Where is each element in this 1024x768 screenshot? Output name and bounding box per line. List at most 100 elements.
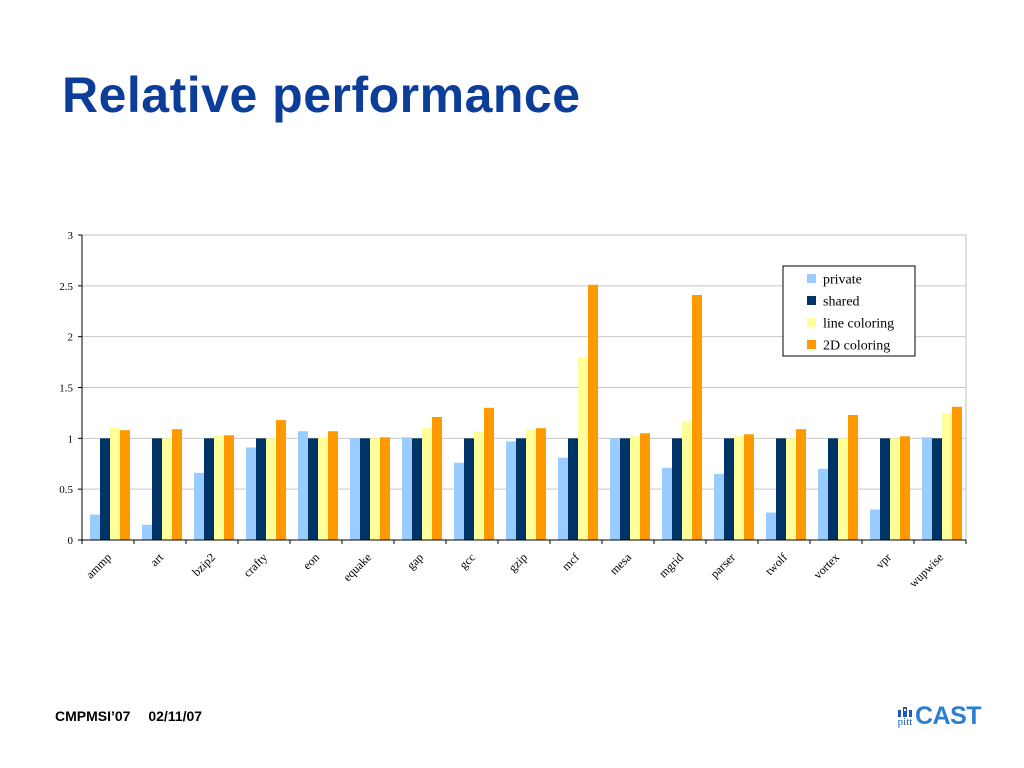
bar-line-coloring-mcf (578, 357, 588, 540)
legend-swatch (807, 340, 816, 349)
y-tick-label: 0 (68, 535, 74, 547)
footer: CMPMSI’07 02/11/07 (55, 708, 216, 724)
bar-2d-coloring-mesa (640, 433, 650, 540)
legend-label: shared (823, 295, 860, 310)
logo-small-text: pitt (897, 716, 913, 728)
bar-2d-coloring-ammp (120, 430, 130, 540)
bar-private-gap (402, 437, 412, 540)
bar-shared-vortex (828, 438, 838, 540)
bar-shared-eon (308, 438, 318, 540)
bar-2d-coloring-twolf (796, 429, 806, 540)
bar-2d-coloring-gzip (536, 428, 546, 540)
bar-line-coloring-crafty (266, 438, 276, 540)
x-tick-label: mcf (559, 550, 582, 573)
bar-2d-coloring-gcc (484, 407, 494, 540)
legend-swatch (807, 318, 816, 327)
bar-shared-mcf (568, 438, 578, 540)
bar-2d-coloring-equake (380, 437, 390, 540)
cathedral-icon (898, 707, 912, 717)
bar-shared-twolf (776, 438, 786, 540)
bar-2d-coloring-art (172, 429, 182, 540)
bar-line-coloring-ammp (110, 427, 120, 540)
footer-date: 02/11/07 (148, 708, 203, 724)
x-tick-label: vortex (811, 550, 843, 582)
bar-private-mcf (558, 457, 568, 540)
y-tick-label: 2 (68, 332, 74, 344)
x-tick-label: twolf (762, 550, 790, 578)
bar-line-coloring-mesa (630, 436, 640, 540)
bar-shared-vpr (880, 438, 890, 540)
bar-shared-crafty (256, 438, 266, 540)
bar-2d-coloring-bzip2 (224, 435, 234, 540)
bar-private-ammp (90, 514, 100, 540)
y-tick-label: 2.5 (59, 281, 73, 293)
legend-box (782, 265, 916, 357)
bars (90, 284, 962, 540)
bar-line-coloring-mgrid (682, 421, 692, 540)
bar-line-coloring-equake (370, 438, 380, 540)
bar-private-parser (714, 473, 724, 540)
y-tick-label: 1 (68, 433, 74, 445)
pittcast-logo: pitt CAST (897, 702, 982, 730)
x-tick-label: gap (404, 550, 426, 572)
bar-shared-wupwise (932, 438, 942, 540)
logo-large-text: CAST (915, 702, 982, 730)
bar-line-coloring-gzip (526, 429, 536, 540)
legend-swatch (807, 296, 816, 305)
x-tick-label: art (147, 550, 166, 569)
x-tick-label: mesa (607, 550, 635, 578)
y-tick-label: 1.5 (59, 383, 73, 395)
bar-line-coloring-parser (734, 436, 744, 540)
bar-shared-gcc (464, 438, 474, 540)
bar-line-coloring-vortex (838, 438, 848, 540)
bar-line-coloring-gap (422, 428, 432, 540)
bar-2d-coloring-gap (432, 416, 442, 540)
x-tick-label: parser (707, 550, 738, 581)
bar-2d-coloring-vortex (848, 414, 858, 540)
x-tick-label: gzip (506, 550, 531, 575)
x-tick-label: bzip2 (189, 550, 218, 579)
bar-2d-coloring-eon (328, 431, 338, 540)
x-tick-label: crafty (240, 550, 270, 580)
bar-shared-art (152, 438, 162, 540)
footer-conference: CMPMSI’07 (55, 708, 131, 724)
legend-label: line coloring (823, 317, 894, 332)
bar-private-gcc (454, 462, 464, 540)
bar-2d-coloring-mcf (588, 284, 598, 540)
bar-line-coloring-twolf (786, 438, 796, 540)
x-tick-label: wupwise (906, 550, 946, 590)
bar-line-coloring-bzip2 (214, 435, 224, 540)
axes (78, 234, 967, 544)
bar-private-vortex (818, 468, 828, 540)
legend: private shared line coloring 2D coloring (782, 265, 916, 357)
bar-private-crafty (246, 447, 256, 540)
bar-private-equake (350, 438, 360, 540)
bar-shared-ammp (100, 438, 110, 540)
bar-shared-parser (724, 438, 734, 540)
bar-private-twolf (766, 512, 776, 540)
legend-label: 2D coloring (823, 339, 890, 354)
bar-line-coloring-wupwise (942, 412, 952, 540)
bar-line-coloring-gcc (474, 431, 484, 540)
bar-shared-gap (412, 438, 422, 540)
bar-private-gzip (506, 441, 516, 540)
bar-private-wupwise (922, 437, 932, 540)
x-tick-label: gcc (456, 550, 478, 572)
bar-line-coloring-art (162, 438, 172, 540)
bar-private-mgrid (662, 467, 672, 540)
bar-shared-bzip2 (204, 438, 214, 540)
legend-label: private (823, 273, 862, 288)
x-tick-label: equake (340, 550, 374, 584)
legend-swatch (807, 274, 816, 283)
x-tick-label: mgrid (656, 550, 686, 580)
bar-shared-mesa (620, 438, 630, 540)
bar-2d-coloring-vpr (900, 436, 910, 540)
y-tick-label: 0.5 (59, 484, 73, 496)
bar-shared-mgrid (672, 438, 682, 540)
bar-private-mesa (610, 438, 620, 540)
y-tick-label: 3 (68, 230, 74, 242)
bar-shared-gzip (516, 438, 526, 540)
bar-2d-coloring-mgrid (692, 294, 702, 540)
bar-2d-coloring-parser (744, 434, 754, 540)
